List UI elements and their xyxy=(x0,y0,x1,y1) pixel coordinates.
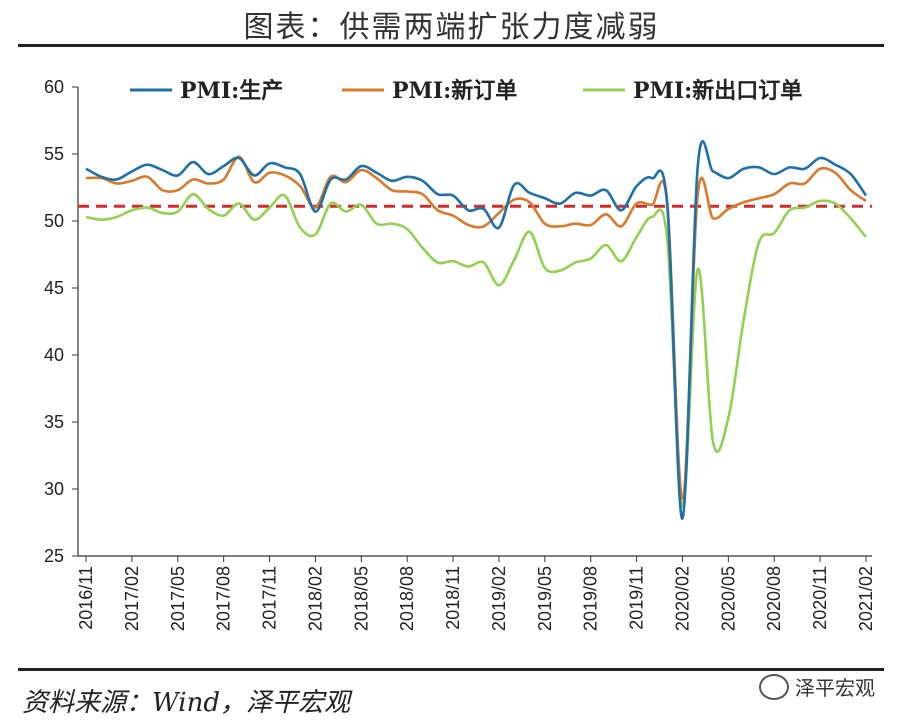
chart-axes: 25 30 35 40 45 50 55 60 2016/11 2017/02 2017/05 201… xyxy=(44,77,876,631)
x-tick-label: 2020/02 xyxy=(672,566,692,631)
x-tick-label: 2019/11 xyxy=(627,566,647,630)
y-tick-label: 55 xyxy=(44,144,64,164)
top-rule xyxy=(18,44,884,47)
x-tick-label: 2020/08 xyxy=(764,566,784,631)
y-tick-label: 60 xyxy=(44,77,64,97)
x-tick-label: 2019/05 xyxy=(535,566,555,631)
x-tick-label: 2021/02 xyxy=(856,566,876,631)
chart-title: 图表：供需两端扩张力度减弱 xyxy=(243,10,660,45)
wechat-icon xyxy=(759,673,789,700)
series-line-0 xyxy=(85,139,868,520)
x-tick-label: 2018/02 xyxy=(305,566,325,631)
series-line-2 xyxy=(85,192,868,508)
legend: PMI:生产 PMI:新订单 PMI:新出口订单 xyxy=(130,78,802,104)
watermark: 泽平宏观 xyxy=(759,672,875,701)
x-tick-label: 2018/08 xyxy=(397,566,417,631)
y-tick-label: 45 xyxy=(44,278,64,298)
x-tick-label: 2020/11 xyxy=(810,566,830,630)
x-tick-label: 2019/02 xyxy=(489,566,509,631)
x-tick-label: 2019/08 xyxy=(581,566,601,631)
x-tick-label: 2017/08 xyxy=(214,566,234,631)
x-tick-label: 2017/11 xyxy=(260,566,280,630)
y-tick-label: 25 xyxy=(44,546,64,566)
pmi-line-chart: 25 30 35 40 45 50 55 60 2016/11 2017/02 2017/05 201… xyxy=(44,77,876,631)
x-tick-label: 2018/11 xyxy=(443,566,463,630)
watermark-text: 泽平宏观 xyxy=(795,676,875,700)
source-note: 资料来源：Wind，泽平宏观 xyxy=(22,688,350,718)
bottom-rule xyxy=(18,668,884,671)
legend-label-0: PMI:生产 xyxy=(180,78,283,104)
y-tick-label: 50 xyxy=(44,211,64,231)
y-tick-label: 30 xyxy=(44,479,64,499)
x-tick-label: 2018/05 xyxy=(351,566,371,631)
y-tick-label: 40 xyxy=(44,345,64,365)
legend-label-2: PMI:新出口订单 xyxy=(633,78,802,104)
x-tick-label: 2016/11 xyxy=(76,566,96,630)
x-tick-label: 2020/05 xyxy=(718,566,738,631)
series-group xyxy=(85,139,868,520)
x-tick-label: 2017/05 xyxy=(168,566,188,631)
y-tick-label: 35 xyxy=(44,412,64,432)
x-tick-label: 2017/02 xyxy=(122,566,142,631)
legend-label-1: PMI:新订单 xyxy=(392,78,517,104)
series-line-1 xyxy=(85,155,867,500)
